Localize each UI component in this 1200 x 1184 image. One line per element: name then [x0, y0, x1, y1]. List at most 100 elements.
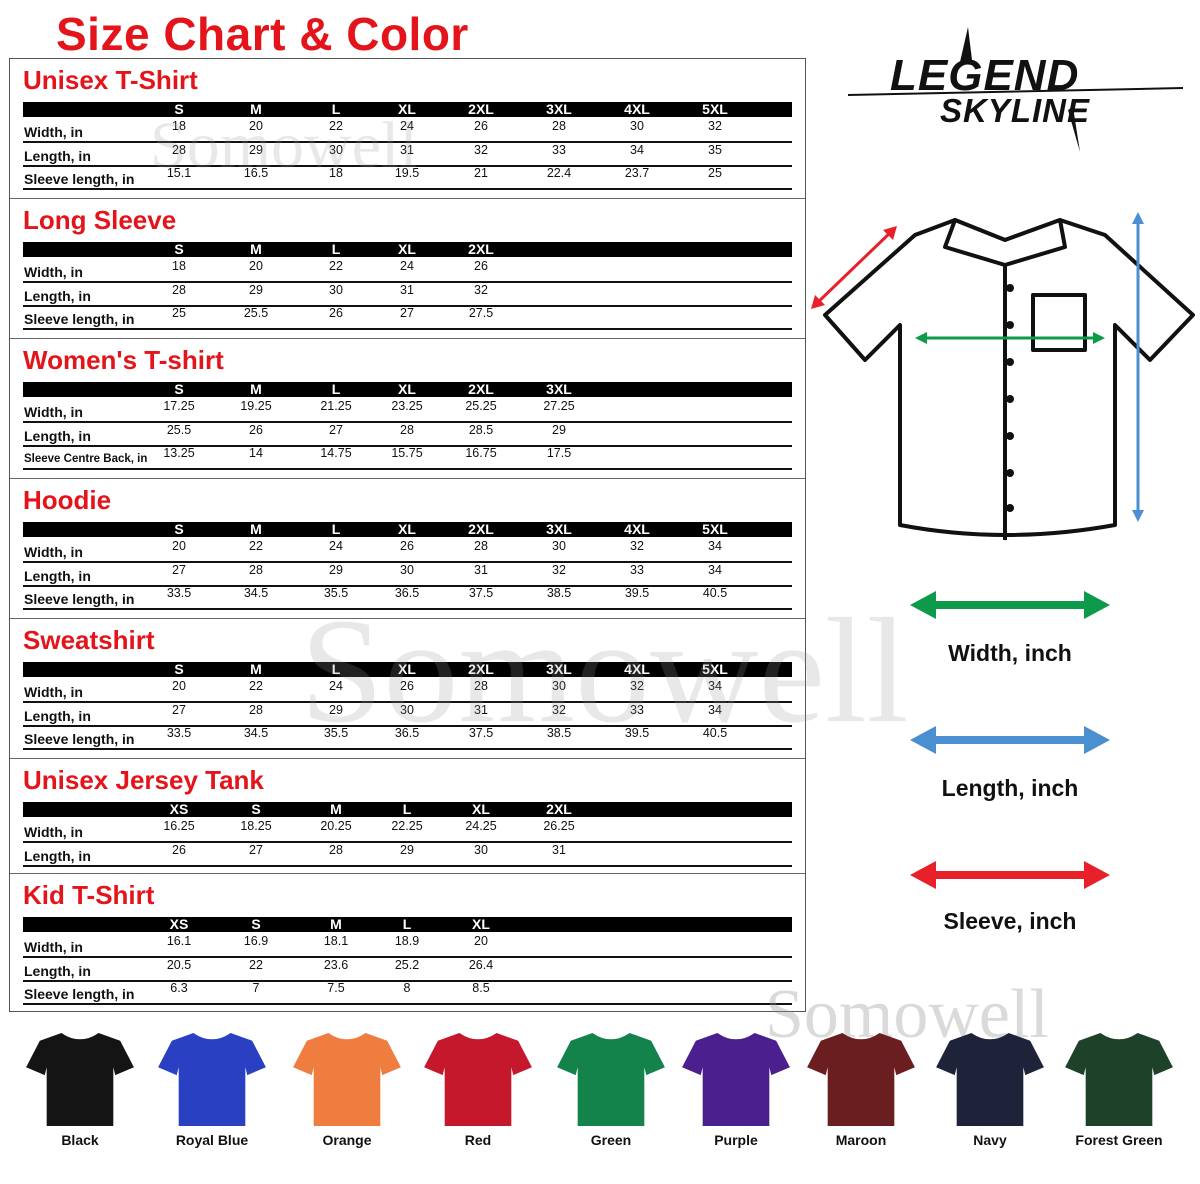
cell-value: 24	[400, 259, 414, 273]
cell-value: 8	[403, 981, 411, 995]
color-swatch[interactable]: Purple	[681, 1030, 791, 1148]
cell-value: 31	[474, 562, 488, 577]
cell-value: 18	[329, 166, 343, 180]
cell-value: 34	[630, 142, 644, 157]
size-header: XL	[398, 381, 416, 397]
cell-value: 18	[172, 119, 186, 133]
tshirt-icon	[1065, 1032, 1173, 1127]
cell-value: 27	[172, 562, 186, 577]
size-table-section: Long Sleeve S M L XL 2XL Width, in 18 20 22 24 26 Le…	[10, 199, 805, 339]
size-header: M	[250, 661, 262, 677]
cell-value: 7.5	[327, 981, 345, 995]
size-header: L	[331, 521, 341, 537]
cell-value: 22.25	[391, 819, 423, 833]
cell-value: 32	[552, 702, 566, 717]
size-header: XL	[472, 801, 490, 817]
color-name: Black	[61, 1132, 99, 1148]
cell-value: 26	[400, 679, 414, 693]
cell-value: 30	[552, 679, 566, 693]
row-label: Width, in	[24, 824, 83, 840]
color-swatch[interactable]: Maroon	[806, 1030, 916, 1148]
cell-value: 14	[249, 446, 263, 460]
row-label: Length, in	[24, 847, 91, 864]
size-header: XL	[398, 241, 416, 257]
color-swatch[interactable]: Forest Green	[1064, 1030, 1174, 1148]
size-header: 2XL	[468, 521, 494, 537]
cell-value: 40.5	[702, 586, 728, 600]
size-header: M	[250, 381, 262, 397]
color-swatch[interactable]: Red	[423, 1030, 533, 1148]
sleeve-arrow	[813, 228, 895, 307]
legend-label: Length, inch	[941, 775, 1079, 801]
size-table-section: Kid T-Shirt XS S M L XL Width, in 16.1 16.9 18.1 1…	[10, 874, 805, 1013]
cell-value: 29	[249, 142, 263, 157]
table-row: Width, in 20 22 24 26 28 30 32 34	[23, 539, 792, 563]
cell-value: 14.75	[320, 446, 352, 460]
cell-value: 13.25	[163, 446, 195, 460]
cell-value: 34	[708, 562, 722, 577]
cell-value: 25	[172, 306, 186, 320]
cell-value: 33.5	[166, 726, 192, 740]
cell-value: 15.1	[166, 166, 192, 180]
size-header: XL	[398, 101, 416, 117]
cell-value: 35.5	[323, 726, 349, 740]
row-label: Sleeve length, in	[24, 591, 135, 607]
size-header-row: S M L XL 2XL 3XL 4XL 5XL	[23, 521, 792, 537]
row-label: Width, in	[24, 684, 83, 700]
row-label: Length, in	[24, 567, 91, 584]
cell-value: 28.5	[468, 422, 494, 437]
color-swatch[interactable]: Orange	[292, 1030, 402, 1148]
size-header: S	[174, 381, 184, 397]
size-header: 3XL	[546, 381, 572, 397]
size-header: L	[331, 241, 341, 257]
color-name: Orange	[322, 1132, 372, 1148]
cell-value: 34	[708, 539, 722, 553]
size-header: XL	[472, 916, 490, 932]
color-swatch[interactable]: Navy	[935, 1030, 1045, 1148]
cell-value: 35.5	[323, 586, 349, 600]
cell-value: 20.5	[166, 957, 192, 972]
color-swatch[interactable]: Green	[556, 1030, 666, 1148]
size-header: M	[250, 101, 262, 117]
cell-value: 26.4	[468, 957, 494, 972]
cell-value: 15.75	[391, 446, 423, 460]
size-header: 2XL	[468, 241, 494, 257]
cell-value: 37.5	[468, 586, 494, 600]
row-label: Sleeve length, in	[24, 171, 135, 187]
cell-value: 34	[708, 702, 722, 717]
color-name: Purple	[714, 1132, 758, 1148]
cell-value: 16.25	[163, 819, 195, 833]
table-row: Sleeve length, in 6.3 7 7.5 8 8.5	[23, 981, 792, 1005]
cell-value: 6.3	[170, 981, 188, 995]
cell-value: 22	[249, 679, 263, 693]
tshirt-icon	[682, 1032, 790, 1127]
cell-value: 25.5	[166, 422, 192, 437]
color-swatch[interactable]: Black	[25, 1030, 135, 1148]
color-name: Navy	[973, 1132, 1007, 1148]
color-swatch[interactable]: Royal Blue	[157, 1030, 267, 1148]
cell-value: 16.9	[243, 934, 269, 948]
cell-value: 27	[400, 306, 414, 320]
cell-value: 23.6	[323, 957, 349, 972]
size-header: S	[174, 101, 184, 117]
size-header: 5XL	[702, 661, 728, 677]
size-header: 5XL	[702, 101, 728, 117]
table-row: Width, in 18 20 22 24 26	[23, 259, 792, 283]
cell-value: 17.25	[163, 399, 195, 413]
size-header-row: S M L XL 2XL 3XL	[23, 381, 792, 397]
cell-value: 30	[329, 142, 343, 157]
color-name: Green	[590, 1132, 632, 1148]
cell-value: 37.5	[468, 726, 494, 740]
cell-value: 20	[172, 539, 186, 553]
size-chart-panel: Unisex T-Shirt S M L XL 2XL 3XL 4XL 5XL Width, in…	[9, 58, 806, 1012]
cell-value: 19.5	[394, 166, 420, 180]
size-header-row: S M L XL 2XL	[23, 241, 792, 257]
cell-value: 33	[552, 142, 566, 157]
cell-value: 27	[249, 842, 263, 857]
row-label: Sleeve length, in	[24, 731, 135, 747]
size-header: L	[402, 801, 412, 817]
cell-value: 31	[552, 842, 566, 857]
tshirt-icon	[557, 1032, 665, 1127]
color-name: Red	[464, 1132, 492, 1148]
cell-value: 28	[552, 119, 566, 133]
